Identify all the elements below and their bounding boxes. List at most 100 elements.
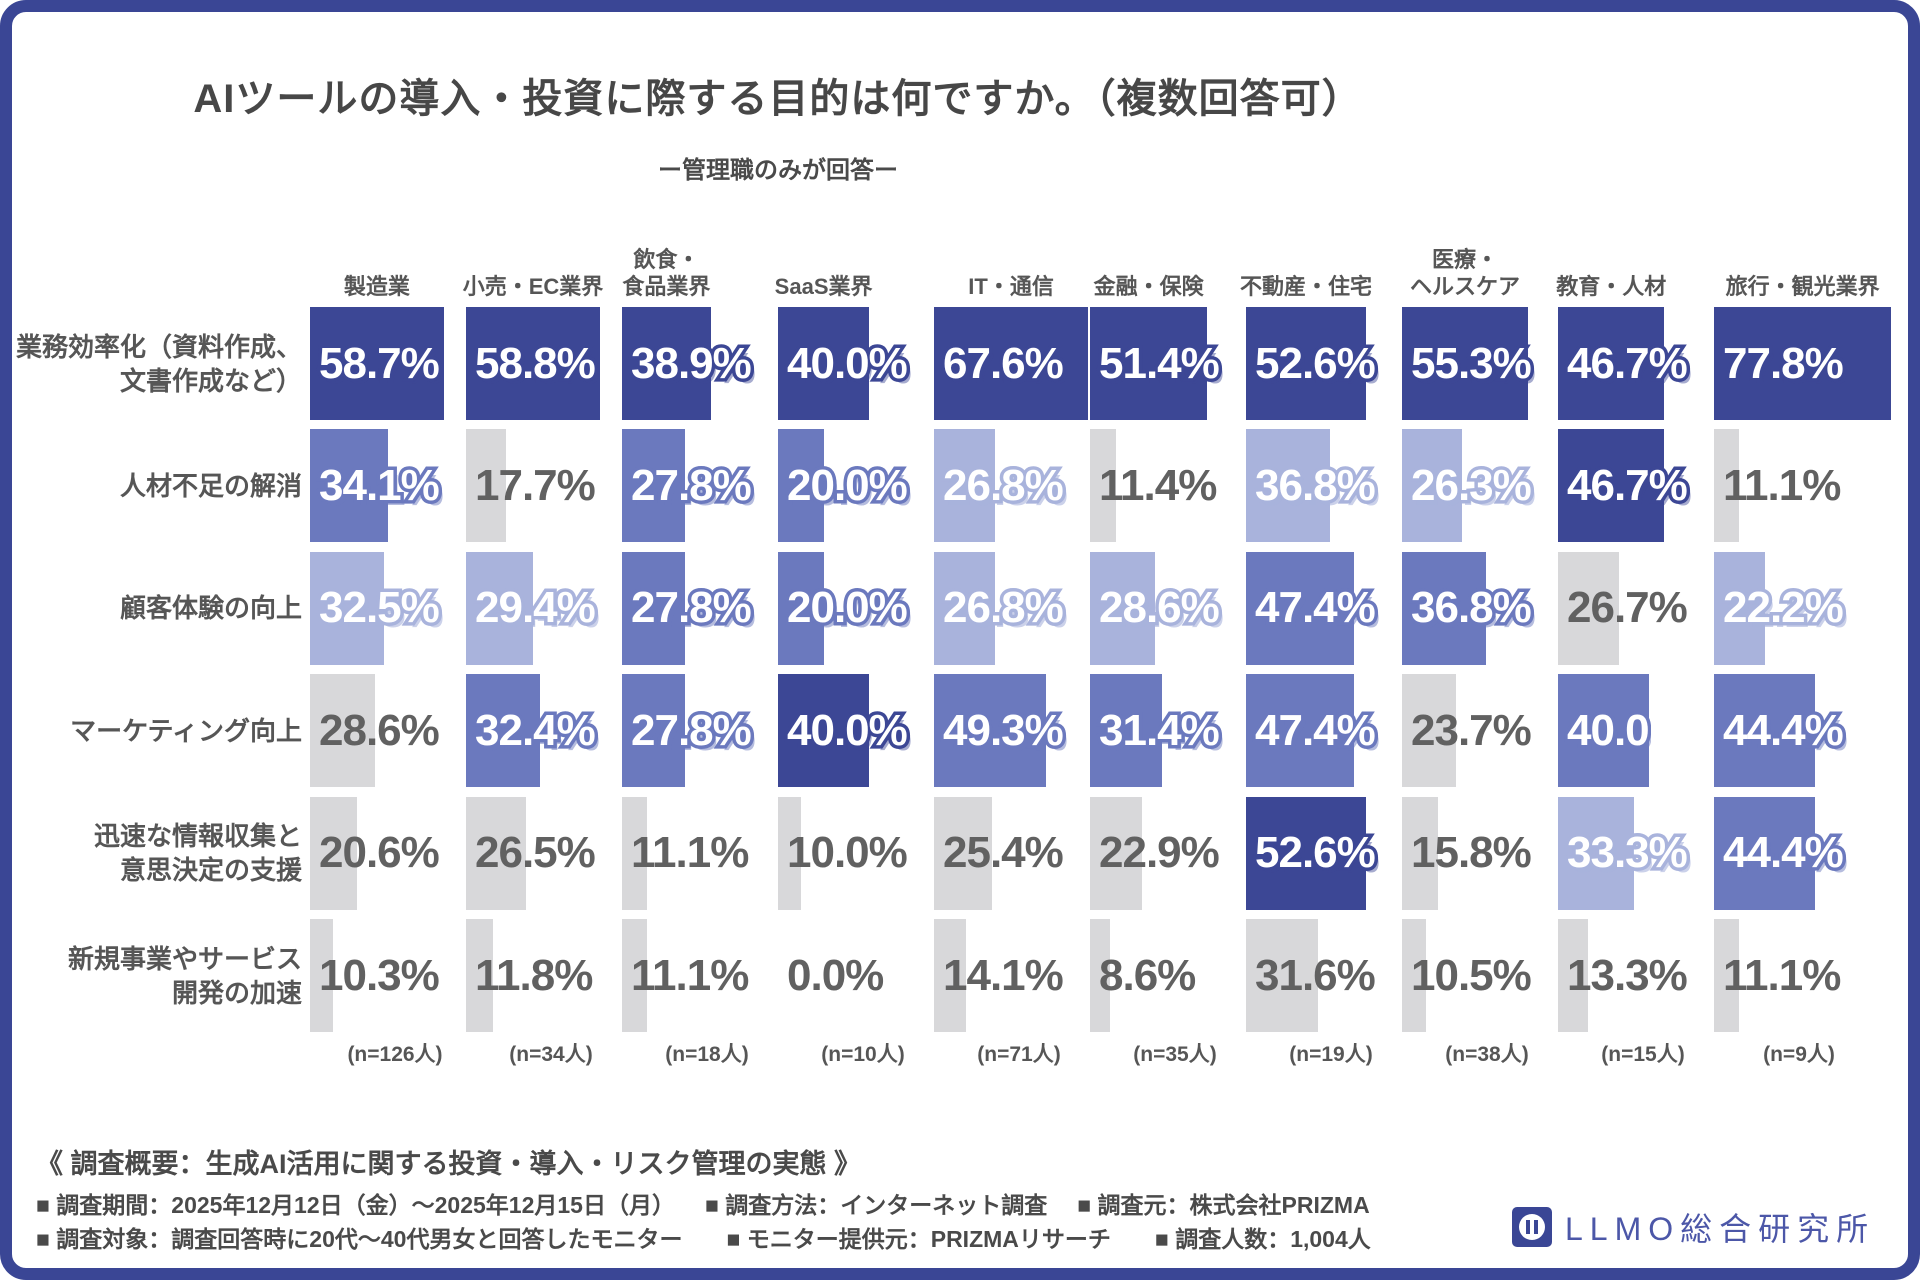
cell-value-text: 28.6% (319, 705, 440, 755)
cell-bar (778, 796, 801, 910)
sample-size: (n=126人) (347, 1043, 443, 1066)
cell-value-text: 49.3% (940, 702, 1068, 758)
cell-value-text: 29.4% (472, 580, 600, 636)
chart-subtitle: ー管理職のみが回答ー (658, 157, 898, 184)
cell-value: 20.0% (778, 552, 912, 665)
cell-bar (934, 551, 996, 665)
cell-bar (778, 674, 870, 788)
cell-bar (778, 551, 824, 665)
cell-value: 20.6% (310, 797, 440, 910)
cell-bar (1558, 919, 1589, 1032)
cell-bar (310, 796, 357, 910)
cell-bar (934, 919, 967, 1032)
cell-bar (1402, 307, 1529, 420)
survey-meta-line-2: ■ 調査対象：調査回答時に20代～40代男女と回答したモニター ■ モニター提供… (36, 1220, 1371, 1254)
sample-size: (n=9人) (1763, 1043, 1835, 1066)
cell-value: 22.9% (1090, 797, 1220, 910)
cell-bar (1558, 307, 1665, 420)
cell-value: 26.8% (934, 429, 1068, 542)
cell-value: 46.7% (1558, 429, 1692, 542)
cell-value-text: 28.6% (1096, 580, 1224, 636)
cell-value: 32.5% (310, 552, 444, 665)
cell-value-text: 51.4% (1096, 335, 1224, 391)
survey-overview-heading: 《 調査概要：生成AI活用に関する投資・導入・リスク管理の実態 》 (36, 1149, 862, 1179)
row-label: 迅速な情報収集と 意思決定の支援 (93, 821, 302, 886)
cell-value: 20.0% (778, 429, 912, 542)
cell-value: 11.1% (622, 797, 749, 910)
cell-bar (1090, 674, 1162, 788)
cell-bar (310, 551, 385, 665)
cell-value-text: 0.0% (787, 950, 884, 1000)
cell-value: 15.8% (1402, 797, 1532, 910)
cell-value: 55.3% (1402, 307, 1536, 420)
cell-value-text: 44.4% (1720, 825, 1848, 881)
cell-value: 23.7% (1402, 674, 1532, 787)
cell-bar (778, 429, 824, 543)
cell-bar (466, 429, 507, 543)
cell-value-text: 40.0% (784, 702, 912, 758)
cell-value: 11.1% (1714, 429, 1841, 542)
column-header: 小売・EC業界 (462, 274, 604, 299)
cell-value: 29.4% (466, 552, 600, 665)
cell-bar (622, 674, 686, 788)
cell-bar (1246, 796, 1366, 910)
cell-value: 17.7% (466, 429, 596, 542)
cell-bar (310, 307, 444, 420)
cell-value: 44.4% (1714, 674, 1848, 787)
cell-value-text: 15.8% (1411, 828, 1532, 878)
cell-value: 8.6% (1090, 919, 1196, 1032)
cell-value-text: 11.8% (475, 950, 593, 1000)
row-label: 新規事業やサービス 開発の加速 (67, 943, 302, 1008)
cell-value: 33.3% (1558, 797, 1692, 910)
cell-value: 40.0% (778, 307, 912, 420)
row-label: 人材不足の解消 (119, 470, 302, 501)
cell-bar (1402, 674, 1457, 788)
row-label: 業務効率化（資料作成、 文書作成など） (15, 331, 302, 396)
cell-value-text: 31.4% (1096, 702, 1224, 758)
cell-value: 13.3% (1558, 919, 1688, 1032)
cell-value-text: 14.1% (943, 950, 1064, 1000)
cell-value-text: 22.2% (1720, 580, 1848, 636)
cell-bar (622, 796, 648, 910)
cell-value: 10.5% (1402, 919, 1532, 1032)
cell-bar (1402, 796, 1439, 910)
cell-value-text: 52.6% (1252, 335, 1380, 391)
cell-value: 31.6% (1246, 919, 1376, 1032)
cell-value-text: 32.5% (316, 580, 444, 636)
cell-value-text: 11.1% (631, 950, 749, 1000)
cell-value-text: 36.8% (1252, 457, 1380, 513)
llmo-logo: LLMO総合研究所 (1512, 1204, 1875, 1250)
cell-value: 44.4% (1714, 797, 1848, 910)
cell-value-text: 40.0% (784, 335, 912, 391)
sample-size: (n=38人) (1445, 1043, 1529, 1066)
cell-value: 27.8% (622, 674, 756, 787)
column-header: 飲食・ 食品業界 (622, 247, 711, 299)
cell-bar (1558, 429, 1665, 543)
cell-value-text: 11.1% (1723, 950, 1841, 1000)
row-label: 顧客体験の向上 (119, 593, 302, 624)
sample-size: (n=34人) (509, 1043, 593, 1066)
sample-size: (n=18人) (665, 1043, 749, 1066)
cell-value: 47.4% (1246, 674, 1380, 787)
cell-bar (466, 307, 601, 420)
cell-value: 58.8% (466, 307, 600, 420)
cell-value: 36.8% (1402, 552, 1536, 665)
cell-bar (934, 429, 996, 543)
cell-value: 31.4% (1090, 674, 1224, 787)
cell-bar (1714, 429, 1740, 543)
cell-value-text: 38.9% (628, 335, 756, 391)
cell-value: 40.0% (778, 674, 912, 787)
cell-value-text: 11.1% (631, 828, 749, 878)
cell-value-text: 25.4% (943, 828, 1064, 878)
sample-size: (n=71人) (977, 1043, 1061, 1066)
cell-value: 26.7% (1558, 552, 1688, 665)
cell-bar (934, 674, 1047, 788)
cell-value-text: 11.4% (1099, 460, 1217, 510)
cell-value: 46.7% (1558, 307, 1692, 420)
cell-value: 40.0 (1558, 674, 1652, 787)
cell-value-text: 10.0% (787, 828, 908, 878)
cell-value-text: 27.8% (628, 457, 756, 513)
cell-bar (1246, 674, 1355, 788)
cell-value: 14.1% (934, 919, 1064, 1032)
